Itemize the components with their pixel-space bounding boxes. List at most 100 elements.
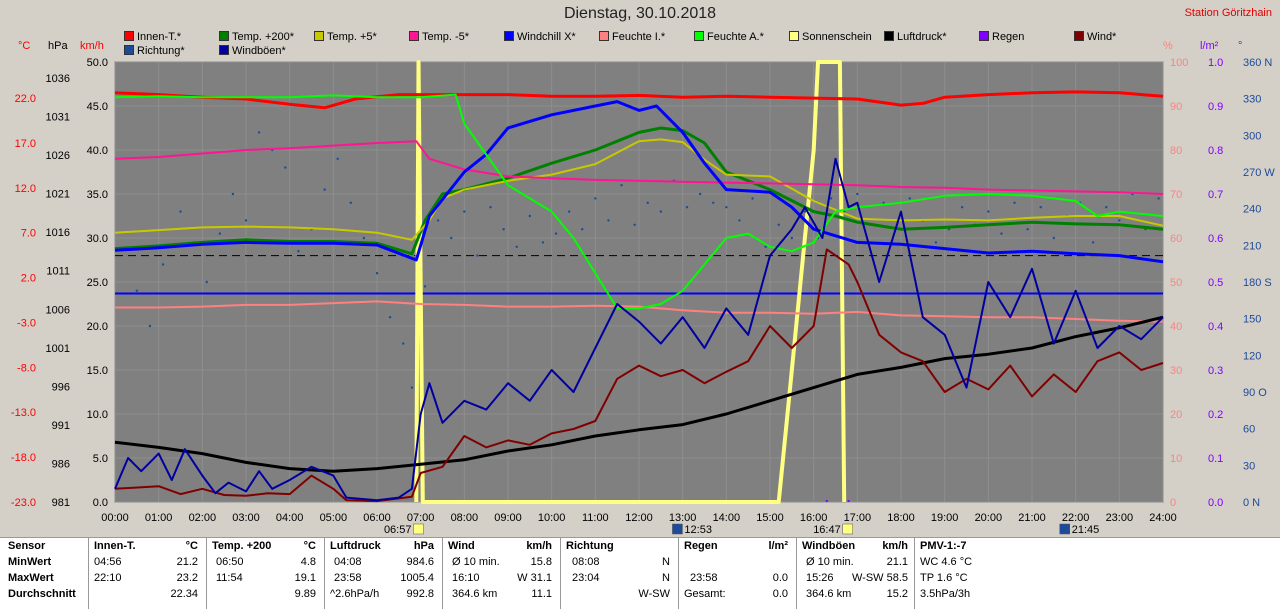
stats-boeen-r2b: W-SW 58.5 xyxy=(851,572,908,584)
stats-druck-trend: ^2.6hPa/h xyxy=(330,588,380,600)
rain-tick: 0.4 xyxy=(1208,321,1223,333)
x-marker-icon xyxy=(413,523,424,535)
direction-dot xyxy=(856,192,859,196)
stats-separator xyxy=(206,538,207,609)
x-tick: 23:00 xyxy=(1106,512,1134,524)
legend-label: Windböen* xyxy=(232,45,286,57)
series-sonne xyxy=(414,60,847,504)
x-tick: 21:00 xyxy=(1018,512,1046,524)
direction-dot xyxy=(934,241,938,244)
direction-dot xyxy=(1013,201,1016,204)
direction-tick: 60 xyxy=(1243,424,1255,436)
temp-tick: 22.0 xyxy=(15,93,36,105)
direction-dot xyxy=(284,166,287,169)
direction-dot xyxy=(567,210,571,213)
direction-dot xyxy=(450,236,453,240)
stats-druck-min-time: 04:08 xyxy=(334,556,362,568)
legend-item: Richtung* xyxy=(124,45,185,58)
stats-separator xyxy=(442,538,443,609)
series-innen xyxy=(114,90,1164,110)
pressure-tick: 1031 xyxy=(46,112,70,124)
stats-richtung: Richtung 08:08 N 23:04 N W-SW xyxy=(566,538,676,609)
legend-label: Feuchte I.* xyxy=(612,31,666,43)
legend-item: Temp. +5* xyxy=(314,31,377,44)
rain-tick: 0.8 xyxy=(1208,145,1223,157)
stats-druck-max-time: 23:58 xyxy=(334,572,362,584)
direction-dot xyxy=(323,188,326,191)
direction-dot xyxy=(362,236,366,240)
humidity-tick: 20 xyxy=(1170,409,1182,421)
direction-tick: 90 O xyxy=(1243,387,1267,399)
chart-title: Dienstag, 30.10.2018 xyxy=(563,5,717,22)
temp-tick: 12.0 xyxy=(15,183,36,195)
humidity-tick: 50 xyxy=(1170,277,1182,289)
legend-item: Temp. +200* xyxy=(219,31,294,44)
stats-separator xyxy=(88,538,89,609)
direction-dot xyxy=(179,210,182,213)
stats-boeen-r1b: 21.1 xyxy=(886,556,908,568)
direction-tick: 30 xyxy=(1243,460,1255,472)
legend-item: Regen xyxy=(979,31,1024,44)
x-tick: 08:00 xyxy=(451,512,479,524)
speed-tick: 45.0 xyxy=(87,101,108,113)
direction-dot xyxy=(594,197,597,200)
direction-dot xyxy=(423,285,427,288)
legend-item: Temp. -5* xyxy=(409,31,469,44)
legend-item: Wind* xyxy=(1074,31,1116,44)
direction-dot xyxy=(1000,232,1003,235)
humidity-unit: % xyxy=(1163,40,1173,52)
legend-label: Wind* xyxy=(1087,31,1117,43)
stats-wind-r2b: W 31.1 xyxy=(517,572,552,584)
direction-dot xyxy=(476,254,479,257)
legend-swatch xyxy=(219,45,229,55)
pressure-tick: 981 xyxy=(52,497,70,509)
x-marker-label: 06:57 xyxy=(384,524,412,536)
temp-tick: 17.0 xyxy=(15,138,36,150)
stats-innen-min-time: 04:56 xyxy=(94,556,122,568)
direction-dot xyxy=(829,197,833,200)
direction-dot xyxy=(489,206,492,209)
stats-separator xyxy=(324,538,325,609)
pressure-tick: 1026 xyxy=(46,150,70,162)
direction-tick: 240 xyxy=(1243,204,1261,216)
stats-max-label: MaxWert xyxy=(8,572,54,584)
direction-dot xyxy=(620,184,623,187)
stats-innen-max-val: 23.2 xyxy=(176,572,198,584)
temp-tick: -18.0 xyxy=(11,452,36,464)
direction-dot xyxy=(1157,197,1160,200)
stats-boeen-r3a: 364.6 km xyxy=(806,588,852,600)
direction-dot xyxy=(244,219,248,222)
rain-bar xyxy=(825,500,828,502)
humidity-tick: 90 xyxy=(1170,101,1182,113)
direction-dot xyxy=(607,219,610,222)
direction-dot xyxy=(402,342,405,345)
stats-regen-r2a: 23:58 xyxy=(690,572,718,584)
stats-innen-avg: 22.34 xyxy=(170,588,198,600)
stats-druck-avg: 992.8 xyxy=(406,588,434,600)
stats-min-label: MinWert xyxy=(8,556,52,568)
speed-tick: 50.0 xyxy=(87,57,108,69)
humidity-tick: 100 xyxy=(1170,57,1188,69)
stats-druck-max-val: 1005.4 xyxy=(400,572,434,584)
legend-item: Sonnenschein xyxy=(789,31,872,44)
direction-unit: ° xyxy=(1238,40,1243,52)
direction-dot xyxy=(725,206,728,209)
direction-dot xyxy=(231,192,235,196)
stats-wind-r2a: 16:10 xyxy=(452,572,480,584)
stats-regen: Regen l/m² 23:58 0.0 Gesamt: 0.0 xyxy=(684,538,794,609)
stats-title: Sensor xyxy=(8,540,46,552)
station-name: Station Göritzhain xyxy=(1184,7,1272,19)
legend-item: Feuchte I.* xyxy=(599,31,665,44)
rain-tick: 0.9 xyxy=(1208,101,1223,113)
direction-dot xyxy=(987,210,990,213)
direction-dot xyxy=(685,206,689,209)
legend-label: Temp. -5* xyxy=(422,31,470,43)
stats-wind: Wind km/h Ø 10 min. 15.8 16:10 W 31.1 364.6… xyxy=(448,538,558,609)
x-tick: 16:00 xyxy=(800,512,828,524)
x-tick: 01:00 xyxy=(145,512,173,524)
x-tick: 07:00 xyxy=(407,512,435,524)
rain-tick: 0.7 xyxy=(1208,189,1223,201)
direction-dot xyxy=(790,236,794,240)
series-luftdruck xyxy=(114,315,1164,473)
speed-tick: 10.0 xyxy=(87,409,108,421)
